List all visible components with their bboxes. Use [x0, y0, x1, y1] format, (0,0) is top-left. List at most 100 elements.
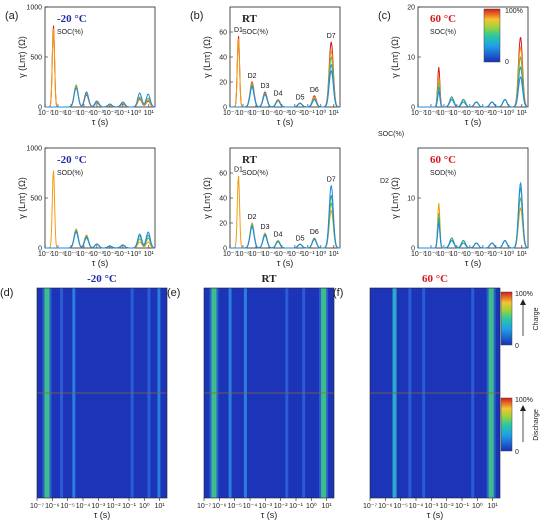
x-tick-label: 10¹ [517, 251, 528, 258]
soc-label: SOC(%) [242, 29, 268, 36]
y-axis-label: γ (Lnτ) (Ω) [202, 36, 212, 78]
x-tick-label: 10⁻⁵ [437, 110, 451, 117]
temperature-title: 60 °C [430, 154, 456, 166]
soc-label: SOC(%) [57, 29, 83, 36]
series-line [418, 202, 529, 249]
peak-label: D1 [234, 167, 243, 174]
x-tick-label: 10⁻⁷ [38, 110, 52, 117]
peak-label: D4 [274, 91, 283, 98]
y-tick-label: 0 [411, 246, 415, 253]
x-tick-label: 10⁻⁴ [77, 110, 92, 117]
x-tick-label: 10⁻⁶ [424, 251, 438, 258]
panel-label-f: (f) [333, 287, 343, 299]
x-tick-label: 10⁻¹ [455, 503, 469, 510]
panel-label-d: (d) [0, 287, 13, 299]
soc-label: SOD(%) [57, 170, 83, 177]
temperature-title: -20 °C [87, 273, 117, 285]
peak-label: D3 [261, 224, 270, 231]
x-axis-label: τ (s) [94, 510, 111, 520]
x-tick-label: 10⁻¹ [489, 251, 503, 258]
series-line [230, 63, 340, 108]
temperature-title: RT [242, 13, 258, 25]
x-axis-label: τ (s) [92, 117, 109, 127]
x-tick-label: 10⁻³ [275, 251, 289, 258]
x-tick-label: 10⁰ [139, 502, 150, 510]
x-axis-label: τ (s) [92, 258, 109, 268]
y-tick-label: 500 [30, 55, 42, 62]
x-tick-label: 10⁰ [131, 109, 142, 117]
colorbar-discharge [500, 397, 513, 452]
soc-label: SOC(%) [430, 29, 456, 36]
peak-label: D7 [327, 177, 336, 184]
series-line [230, 38, 340, 108]
colorbar-min-label: 0 [515, 343, 519, 350]
colorbar-max-label: 100% [515, 397, 533, 404]
series-line [230, 56, 340, 108]
x-tick-label: 10¹ [144, 110, 155, 117]
x-tick-label: 10¹ [322, 503, 333, 510]
y-axis-label: γ (Lnτ) (Ω) [202, 177, 212, 219]
x-axis-label: τ (s) [465, 258, 482, 268]
series-line [230, 184, 340, 249]
heatmap-frame [203, 287, 335, 499]
temperature-title: RT [242, 154, 258, 166]
x-tick-label: 10⁻¹ [489, 110, 503, 117]
x-tick-label: 10⁻² [440, 503, 454, 510]
x-tick-label: 10⁰ [306, 502, 317, 510]
heatmap-frame [369, 287, 501, 499]
x-tick-label: 10⁻⁷ [411, 251, 425, 258]
x-tick-label: 10⁻⁷ [38, 251, 52, 258]
series-line [230, 194, 340, 249]
y-tick-label: 40 [219, 196, 227, 203]
y-tick-label: 10 [407, 55, 415, 62]
y-tick-label: 0 [38, 105, 42, 112]
peak-label: D3 [261, 83, 270, 90]
x-tick-label: 10⁻¹ [301, 251, 315, 258]
series-line [230, 175, 340, 249]
arrow-head-icon [520, 299, 526, 305]
x-tick-label: 10⁻⁵ [227, 503, 241, 510]
x-tick-label: 10⁻⁵ [393, 503, 407, 510]
series-line [418, 186, 529, 249]
x-tick-label: 10⁻² [288, 110, 302, 117]
peak-label: D2 [248, 73, 257, 80]
y-tick-label: 0 [223, 246, 227, 253]
x-tick-label: 10¹ [144, 251, 155, 258]
x-tick-label: 10⁻⁴ [262, 251, 277, 258]
series-line [418, 45, 529, 108]
x-tick-label: 10⁻³ [258, 503, 272, 510]
x-tick-label: 10⁻⁵ [64, 110, 78, 117]
series-line [418, 55, 529, 108]
x-tick-label: 10⁻² [476, 110, 490, 117]
x-tick-label: 10⁻⁴ [450, 110, 465, 117]
d2-extra-label: D2 [380, 178, 389, 185]
x-tick-label: 10⁰ [504, 250, 515, 258]
y-axis-label: γ (Lnτ) (Ω) [17, 177, 27, 219]
x-tick-label: 10⁰ [316, 109, 327, 117]
soc-extra-label: SOC(%) [378, 131, 404, 138]
y-tick-label: 10 [407, 196, 415, 203]
y-tick-label: 500 [30, 196, 42, 203]
y-tick-label: 20 [219, 221, 227, 228]
y-tick-label: 20 [219, 80, 227, 87]
x-tick-label: 10⁻⁴ [450, 251, 465, 258]
x-tick-label: 10⁻¹ [116, 110, 130, 117]
x-tick-label: 10⁻³ [463, 110, 477, 117]
x-tick-label: 10⁻² [103, 110, 117, 117]
dr-plot-a-bottom: 0 500 1000 10⁻⁷10⁻⁶10⁻⁵10⁻⁴10⁻³ 10⁻² 10⁻¹ 10⁰ 1… [17, 146, 156, 268]
x-tick-label: 10⁰ [504, 109, 515, 117]
peak-label: D7 [327, 33, 336, 40]
soc-label: SOD(%) [242, 170, 268, 177]
x-tick-label: 10⁻³ [275, 110, 289, 117]
x-axis-label: τ (s) [277, 258, 294, 268]
x-tick-label: 10⁻⁷ [30, 503, 44, 510]
arrow-head-icon [520, 405, 526, 411]
x-tick-label: 10⁻⁴ [76, 503, 91, 510]
x-tick-label: 10⁻⁷ [223, 251, 237, 258]
temperature-title: -20 °C [57, 13, 87, 25]
y-tick-label: 20 [407, 5, 415, 12]
x-tick-label: 10⁻³ [463, 251, 477, 258]
x-tick-label: 10⁻² [107, 503, 121, 510]
x-tick-label: 10⁻⁴ [262, 110, 277, 117]
x-tick-label: 10⁻⁷ [363, 503, 377, 510]
